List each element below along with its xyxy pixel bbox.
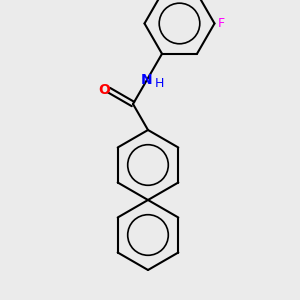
Text: N: N <box>141 73 153 87</box>
Text: H: H <box>154 77 164 90</box>
Text: O: O <box>98 83 110 97</box>
Text: F: F <box>218 17 225 30</box>
